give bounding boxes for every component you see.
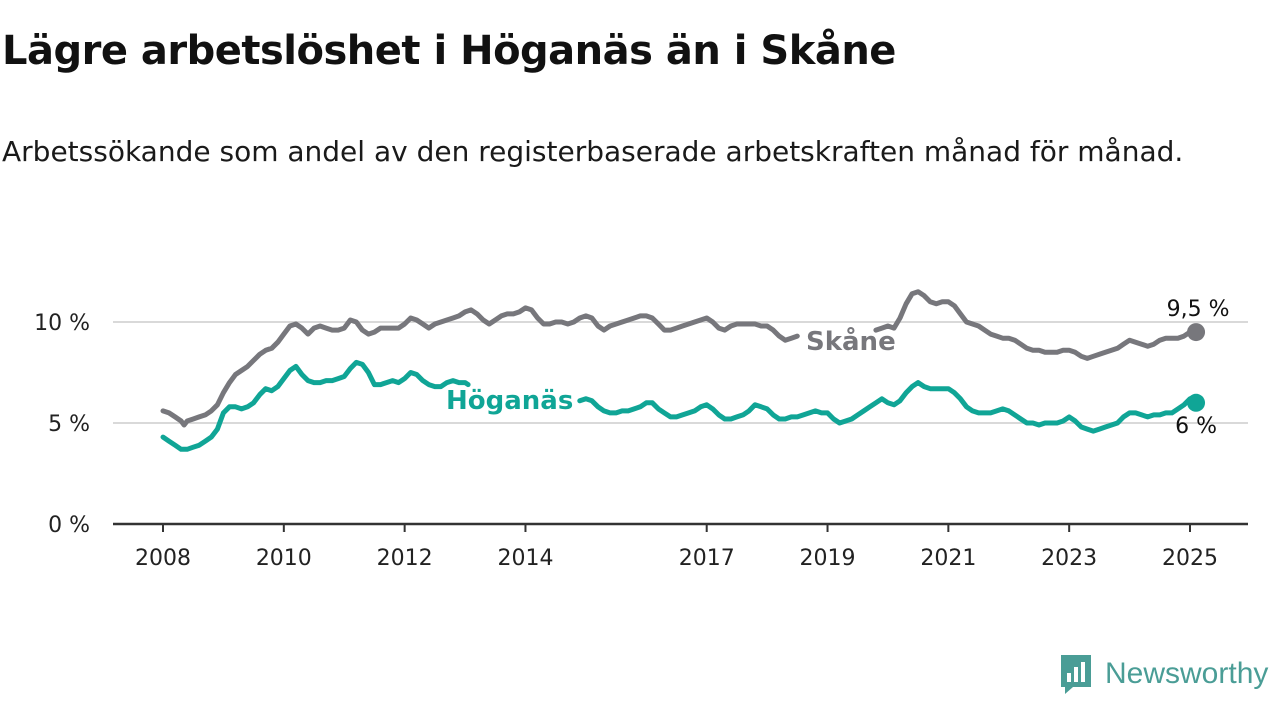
series-lines bbox=[160, 289, 1206, 452]
skane-line bbox=[160, 289, 1199, 428]
newsworthy-logo-icon bbox=[1061, 655, 1091, 694]
hoganas-end-value-label: 6 % bbox=[1175, 414, 1217, 439]
x-tick-label: 2010 bbox=[256, 546, 312, 571]
x-tick-label: 2019 bbox=[800, 546, 856, 571]
y-axis-ticks: 0 % 5 % 10 % bbox=[34, 311, 90, 538]
x-tick-label: 2025 bbox=[1162, 546, 1218, 571]
x-tick-label: 2008 bbox=[135, 546, 191, 571]
x-tick-label: 2023 bbox=[1041, 546, 1097, 571]
chart-subtitle: Arbetssökande som andel av den registerb… bbox=[2, 135, 1184, 168]
y-tick-label: 10 % bbox=[34, 311, 90, 336]
newsworthy-brand: Newsworthy bbox=[1059, 652, 1268, 696]
x-tick-label: 2014 bbox=[497, 546, 553, 571]
hoganas-line bbox=[160, 359, 1199, 452]
hoganas-end-marker bbox=[1187, 393, 1206, 412]
x-axis-ticks: 2008 2010 2012 2014 2017 2019 2021 2023 2025 bbox=[135, 524, 1218, 571]
skane-end-marker bbox=[1187, 323, 1206, 342]
skane-series-label: Skåne bbox=[806, 325, 896, 357]
x-tick-label: 2017 bbox=[679, 546, 735, 571]
brand-name: Newsworthy bbox=[1105, 657, 1269, 690]
chart-title: Lägre arbetslöshet i Höganäs än i Skåne bbox=[2, 28, 896, 74]
x-tick-label: 2012 bbox=[377, 546, 433, 571]
x-tick-label: 2021 bbox=[920, 546, 976, 571]
y-tick-label: 5 % bbox=[48, 412, 90, 437]
series-labels: Skåne Höganäs 9,5 % 6 % bbox=[446, 297, 1229, 439]
y-tick-label: 0 % bbox=[48, 513, 90, 538]
hoganas-series-label: Höganäs bbox=[446, 386, 573, 416]
skane-end-value-label: 9,5 % bbox=[1167, 297, 1230, 322]
